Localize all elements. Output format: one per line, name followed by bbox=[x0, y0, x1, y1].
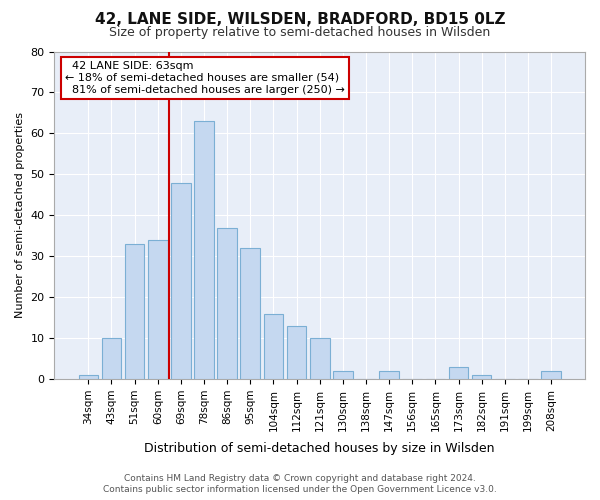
Bar bbox=[194, 121, 214, 379]
Bar bbox=[263, 314, 283, 379]
Bar bbox=[472, 375, 491, 379]
Text: 42, LANE SIDE, WILSDEN, BRADFORD, BD15 0LZ: 42, LANE SIDE, WILSDEN, BRADFORD, BD15 0… bbox=[95, 12, 505, 28]
Bar bbox=[287, 326, 307, 379]
Bar bbox=[171, 182, 191, 379]
X-axis label: Distribution of semi-detached houses by size in Wilsden: Distribution of semi-detached houses by … bbox=[145, 442, 495, 455]
Text: Size of property relative to semi-detached houses in Wilsden: Size of property relative to semi-detach… bbox=[109, 26, 491, 39]
Bar bbox=[449, 367, 469, 379]
Bar bbox=[101, 338, 121, 379]
Bar bbox=[310, 338, 329, 379]
Bar bbox=[541, 371, 561, 379]
Bar bbox=[241, 248, 260, 379]
Text: 42 LANE SIDE: 63sqm
← 18% of semi-detached houses are smaller (54)
  81% of semi: 42 LANE SIDE: 63sqm ← 18% of semi-detach… bbox=[65, 62, 345, 94]
Bar bbox=[148, 240, 167, 379]
Y-axis label: Number of semi-detached properties: Number of semi-detached properties bbox=[15, 112, 25, 318]
Bar bbox=[217, 228, 237, 379]
Text: Contains HM Land Registry data © Crown copyright and database right 2024.
Contai: Contains HM Land Registry data © Crown c… bbox=[103, 474, 497, 494]
Bar bbox=[79, 375, 98, 379]
Bar bbox=[379, 371, 399, 379]
Bar bbox=[125, 244, 145, 379]
Bar bbox=[333, 371, 353, 379]
